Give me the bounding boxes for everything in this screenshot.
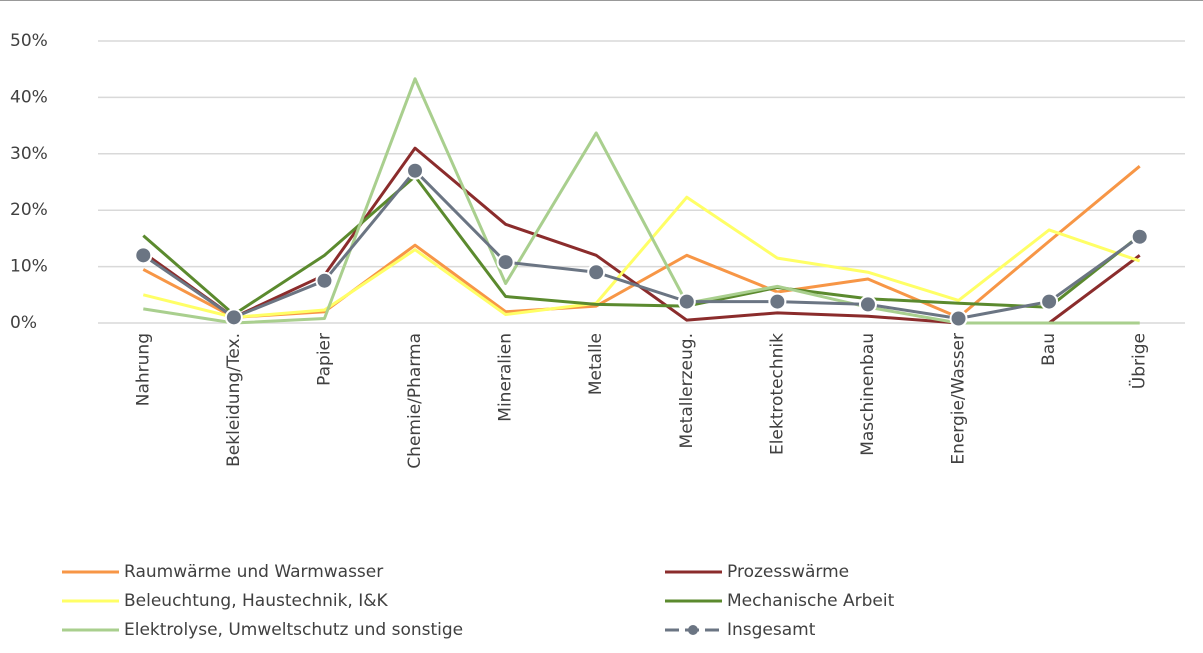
x-tick-label: Chemie/Pharma: [405, 333, 425, 469]
y-tick-label: 30%: [10, 144, 48, 164]
series-line: [142, 169, 1141, 320]
series-line: [142, 146, 1141, 325]
y-tick-label: 40%: [10, 87, 48, 107]
legend-label: Elektrolyse, Umweltschutz und sonstige: [124, 620, 463, 640]
series-line: [142, 195, 1141, 319]
y-tick-label: 50%: [10, 31, 48, 51]
series-line: [142, 174, 1141, 317]
x-tick-label: Bau: [1039, 333, 1059, 366]
point-marker: [587, 263, 606, 282]
x-tick-label: Metallerzeug.: [677, 333, 697, 448]
x-tick-label: Metalle: [586, 333, 606, 395]
point-marker: [677, 292, 696, 311]
point-marker: [949, 309, 968, 328]
point-marker: [315, 271, 334, 290]
x-tick-label: Übrige: [1128, 333, 1150, 389]
legend-label: Insgesamt: [727, 620, 816, 640]
y-tick-label: 10%: [10, 257, 48, 277]
x-tick-label: Maschinenbau: [858, 333, 878, 456]
point-marker: [1040, 292, 1059, 311]
x-tick-label: Nahrung: [133, 333, 153, 406]
y-tick-label: 0%: [10, 313, 37, 333]
point-marker: [224, 308, 243, 327]
y-tick-label: 20%: [10, 200, 48, 220]
legend-label: Raumwärme und Warmwasser: [124, 562, 383, 582]
legend-label: Prozesswärme: [727, 562, 849, 582]
x-tick-label: Bekleidung/Tex.: [224, 333, 244, 467]
point-marker: [858, 295, 877, 314]
point-marker: [768, 292, 787, 311]
x-tick-label: Elektrotechnik: [767, 333, 787, 455]
point-marker: [134, 246, 153, 265]
x-tick-label: Mineralien: [496, 333, 516, 422]
legend-label: Mechanische Arbeit: [727, 591, 895, 611]
series-line: [143, 77, 1140, 325]
x-tick-label: Energie/Wasser: [949, 333, 969, 465]
point-marker: [1130, 227, 1149, 246]
point-marker: [406, 161, 425, 180]
point-marker: [496, 253, 515, 272]
x-tick-label: Papier: [314, 333, 334, 386]
legend-marker: [688, 625, 698, 635]
legend-label: Beleuchtung, Haustechnik, I&K: [124, 591, 389, 611]
